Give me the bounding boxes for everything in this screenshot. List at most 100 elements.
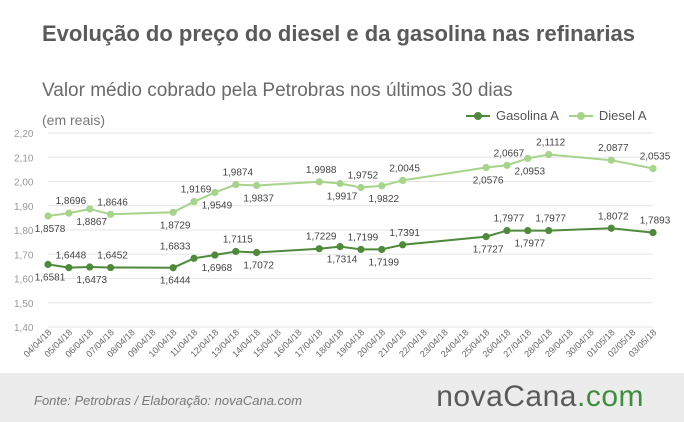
chart-subtitle: Valor médio cobrado pela Petrobras nos ú… — [42, 80, 513, 101]
data-label: 1,9822 — [368, 194, 399, 205]
data-label: 1,9752 — [348, 171, 379, 182]
y-tick-label: 1,50 — [14, 299, 34, 310]
data-label: 1,7199 — [368, 257, 399, 268]
data-point — [211, 188, 219, 197]
data-label: 1,7893 — [640, 216, 671, 227]
data-point — [336, 243, 344, 251]
logo-ext: .com — [576, 380, 644, 413]
data-point — [106, 210, 115, 218]
legend-label-diesel: Diesel A — [598, 108, 647, 123]
data-label: 2,0576 — [473, 176, 504, 187]
data-label: 2,0667 — [494, 148, 525, 159]
data-point — [44, 212, 52, 220]
data-point — [399, 176, 407, 185]
data-label: 1,6444 — [160, 276, 191, 287]
legend: Gasolina A Diesel A — [466, 108, 657, 123]
legend-swatch-diesel — [568, 111, 593, 121]
data-point — [399, 241, 407, 249]
y-tick-label: 2,00 — [14, 178, 34, 189]
data-label: 1,7072 — [243, 261, 274, 272]
data-point — [211, 251, 219, 259]
data-point — [253, 181, 261, 190]
y-tick-label: 1,70 — [14, 250, 34, 261]
data-label: 1,9837 — [243, 193, 274, 204]
data-label: 1,6833 — [160, 241, 191, 252]
data-label: 1,7977 — [515, 239, 546, 250]
footer: Fonte: Petrobras / Elaboração: novaCana.… — [0, 373, 684, 422]
data-label: 1,9169 — [181, 185, 212, 196]
data-point — [315, 245, 323, 253]
source-text: Fonte: Petrobras / Elaboração: novaCana.… — [34, 393, 303, 408]
data-label: 1,7229 — [306, 232, 337, 243]
data-point — [232, 247, 240, 256]
y-tick-label: 2,10 — [14, 153, 34, 164]
data-label: 1,7727 — [473, 245, 504, 256]
data-point — [169, 208, 177, 216]
series-line-1 — [47, 153, 654, 217]
novacana-logo: novaCana.com — [436, 380, 644, 414]
data-label: 1,8729 — [160, 220, 191, 231]
y-tick-label: 1,80 — [14, 226, 34, 237]
legend-item-diesel: Diesel A — [568, 108, 647, 123]
data-label: 1,9549 — [202, 200, 233, 211]
data-point — [378, 245, 386, 254]
data-point — [524, 226, 532, 235]
logo-brand: Cana — [503, 380, 577, 413]
data-label: 1,6581 — [35, 272, 66, 283]
data-label: 1,6473 — [76, 275, 107, 286]
data-point — [169, 264, 177, 272]
data-point — [44, 260, 52, 269]
data-point — [524, 154, 532, 162]
data-point — [106, 263, 115, 272]
data-label: 1,7391 — [389, 228, 420, 239]
data-point — [65, 264, 73, 272]
data-label: 1,9988 — [306, 165, 337, 176]
data-label: 1,8696 — [56, 196, 87, 207]
data-label: 2,0535 — [640, 152, 671, 163]
data-point — [253, 248, 261, 257]
legend-swatch-gasolina — [466, 111, 490, 121]
chart-title: Evolução do preço do diesel e da gasolin… — [42, 21, 635, 46]
data-label: 1,6448 — [56, 251, 87, 262]
data-point — [357, 183, 365, 192]
data-point — [503, 161, 511, 169]
y-tick-label: 2,20 — [14, 129, 34, 140]
data-label: 1,7977 — [535, 214, 566, 225]
data-point — [545, 150, 553, 159]
data-label: 1,7115 — [223, 234, 253, 245]
data-point — [357, 245, 365, 254]
data-point — [482, 163, 490, 172]
data-label: 1,6968 — [202, 263, 233, 274]
data-point — [378, 182, 386, 190]
data-point — [65, 209, 73, 217]
data-label: 1,7314 — [327, 255, 358, 266]
y-tick-label: 1,40 — [14, 323, 34, 334]
data-label: 1,8646 — [97, 197, 128, 208]
logo-main: nova — [436, 380, 504, 413]
data-point — [649, 228, 657, 237]
unit-label: (em reais) — [42, 112, 106, 128]
data-point — [607, 224, 615, 232]
data-label: 2,0953 — [515, 166, 546, 177]
legend-label-gasolina: Gasolina A — [496, 108, 559, 123]
data-point — [503, 226, 511, 235]
data-point — [482, 233, 490, 241]
data-point — [545, 226, 553, 235]
data-label: 1,8578 — [35, 224, 66, 235]
data-point — [190, 254, 198, 262]
data-label: 2,0877 — [598, 143, 629, 154]
data-label: 1,8072 — [598, 211, 629, 222]
data-point — [86, 263, 94, 271]
data-point — [336, 179, 344, 188]
data-label: 2,0045 — [389, 163, 420, 174]
data-point — [649, 164, 657, 173]
line-chart: 1,401,501,601,701,801,902,002,102,2004/0… — [14, 129, 671, 359]
data-label: 1,9917 — [327, 192, 358, 203]
data-label: 1,7977 — [494, 214, 525, 225]
y-tick-label: 1,90 — [14, 202, 34, 213]
data-point — [190, 198, 198, 206]
data-label: 1,6452 — [97, 251, 128, 262]
data-label: 1,9874 — [222, 168, 253, 179]
data-label: 2,1112 — [536, 138, 566, 149]
legend-item-gasolina: Gasolina A — [466, 108, 559, 123]
